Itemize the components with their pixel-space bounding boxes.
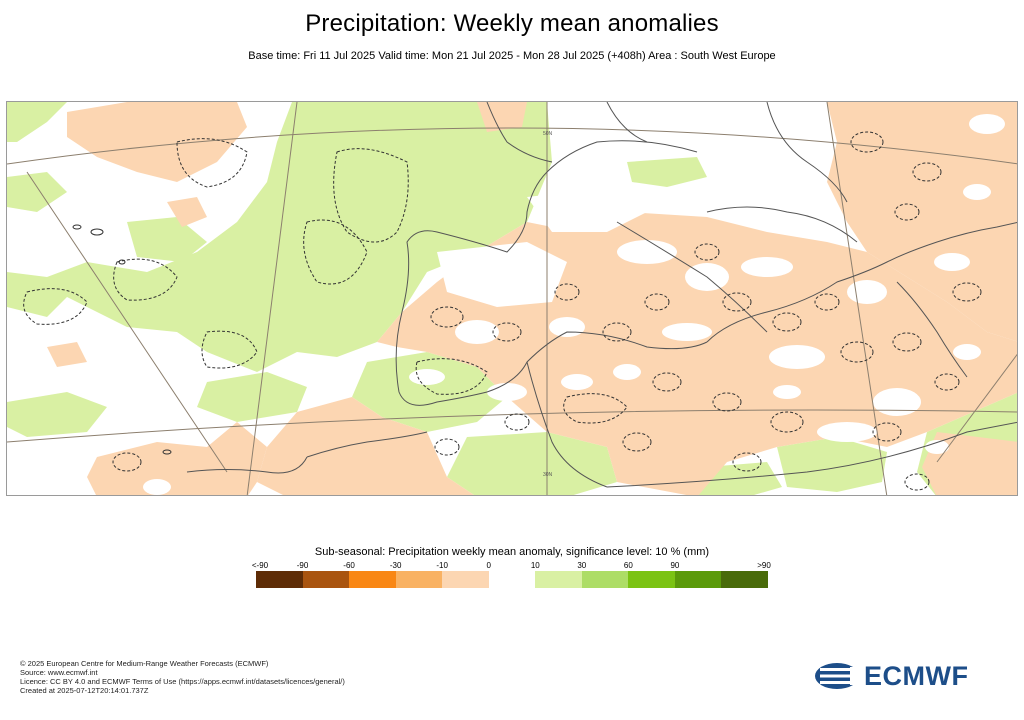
legend-swatch	[581, 571, 629, 588]
legend-tick-label: <-90	[251, 561, 269, 570]
footer-source: Source: www.ecmwf.int	[20, 668, 98, 677]
anomaly-map: 50N 30N	[7, 102, 1017, 495]
ecmwf-logo-text: ECMWF	[864, 660, 969, 691]
map-panel: 50N 30N	[6, 101, 1018, 496]
chart-title: Precipitation: Weekly mean anomalies	[305, 10, 719, 37]
legend-swatch	[721, 571, 769, 588]
legend-tick-label: -90	[296, 561, 309, 570]
ecmwf-emblem-icon	[815, 663, 860, 689]
legend-swatch	[256, 571, 303, 588]
legend-tick-label: -60	[343, 561, 355, 570]
footer-copyright: © 2025 European Centre for Medium-Range …	[20, 659, 269, 668]
legend-swatch	[628, 571, 675, 588]
neutral-patches	[143, 114, 1005, 495]
legend-swatch	[488, 571, 536, 588]
legend-tick-label: -30	[389, 561, 402, 570]
legend-tick-label: 60	[623, 561, 633, 570]
legend-tick-label: 90	[670, 561, 680, 570]
significance-contours	[23, 131, 982, 491]
ecmwf-logo: ECMWF	[814, 661, 1004, 691]
island-outlines	[72, 224, 172, 455]
graticule	[7, 102, 1017, 495]
legend-tick-label: 10	[530, 561, 540, 570]
legend-swatch	[442, 571, 489, 588]
legend-tick-label: -10	[436, 561, 448, 570]
chart-subtitle: Base time: Fri 11 Jul 2025 Valid time: M…	[248, 50, 776, 62]
legend-tick-label: 0	[486, 561, 491, 570]
legend-swatch	[674, 571, 722, 588]
legend-swatch	[535, 571, 582, 588]
coastlines	[186, 102, 1017, 488]
legend-tick-label: >90	[757, 561, 771, 570]
footer-credits: © 2025 European Centre for Medium-Range …	[20, 659, 345, 695]
legend-title: Sub-seasonal: Precipitation weekly mean …	[314, 546, 710, 558]
footer-licence: Licence: CC BY 4.0 and ECMWF Terms of Us…	[20, 677, 345, 686]
legend-colorbar	[256, 571, 769, 588]
legend-swatch	[395, 571, 443, 588]
legend-ticks: <-90 -90 -60 -30 -10 0 10 30 60 90 >90	[252, 561, 771, 571]
legend-tick-label: 30	[577, 561, 587, 570]
legend-swatch	[302, 571, 350, 588]
footer-created: Created at 2025-07-12T20:14:01.737Z	[20, 686, 149, 695]
legend-swatch	[349, 571, 396, 588]
graticule-label-south: 30N	[543, 472, 553, 478]
graticule-label-north: 50N	[543, 131, 553, 137]
